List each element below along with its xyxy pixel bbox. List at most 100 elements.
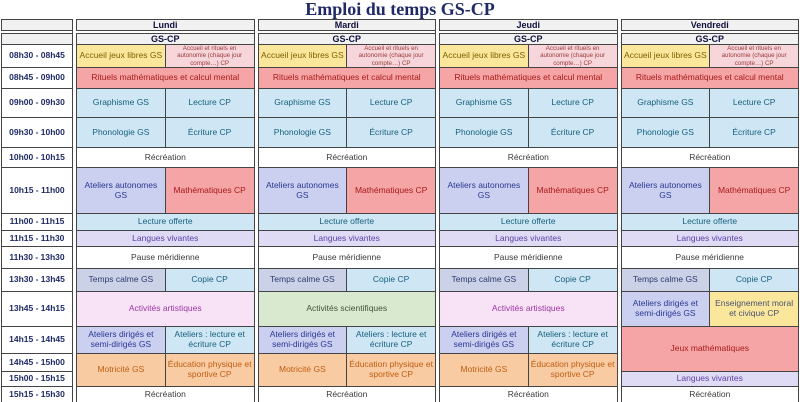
timetable-cell: Phonologie GS — [76, 117, 165, 147]
timetable-cell: Temps calme GS — [620, 268, 710, 291]
timetable: 08h30 - 08h45 08h45 - 09h00 09h00 - 09h30 0… — [0, 19, 800, 402]
day-header: Vendredi — [620, 19, 798, 31]
timetable-cell: Écriture CP — [164, 117, 254, 147]
timetable-cell: Lecture CP — [164, 88, 254, 117]
timetable-cell: Ateliers dirigés et semi-dirigés GS — [76, 326, 165, 353]
timetable-cell: Phonologie GS — [439, 117, 528, 147]
time-slot-label: 11h15 - 11h30 — [1, 230, 72, 246]
timetable-cell: Lecture offerte — [439, 213, 617, 230]
timetable-cell: Activités artistiques — [76, 291, 254, 326]
timetable-cell: Récréation — [620, 386, 798, 402]
timetable-cell: Graphisme GS — [439, 88, 528, 117]
timetable-cell: Ateliers : lecture et écriture CP — [527, 326, 617, 353]
timetable-cell: Mathématiques CP — [709, 167, 798, 213]
day-column-lundi: Lundi GS-CP Accueil jeux libres GS Accueil … — [76, 19, 255, 402]
time-slot-label: 15h15 - 15h30 — [1, 386, 72, 402]
time-slot-label: 09h30 - 10h00 — [1, 117, 72, 147]
time-column: 08h30 - 08h45 08h45 - 09h00 09h00 - 09h30 0… — [1, 19, 73, 402]
timetable-cell: Langues vivantes — [257, 230, 435, 246]
timetable-cell: Mathématiques CP — [346, 167, 435, 213]
timetable-cell: Ateliers dirigés et semi-dirigés GS — [257, 326, 347, 353]
time-slot-label: 14h15 - 14h45 — [1, 326, 72, 353]
timetable-cell: Jeux mathématiques — [620, 326, 798, 371]
timetable-cell: Temps calme GS — [439, 268, 528, 291]
timetable-cell: Écriture CP — [709, 117, 798, 147]
timetable-cell: Graphisme GS — [620, 88, 710, 117]
timetable-cell: Récréation — [76, 147, 254, 167]
day-header: Jeudi — [439, 19, 617, 31]
day-column-vendredi: Vendredi GS-CP Accueil jeux libres GS Accue… — [620, 19, 799, 402]
time-slot-label: 09h00 - 09h30 — [1, 88, 72, 117]
timetable-cell: Rituels mathématiques et calcul mental — [620, 67, 798, 88]
timetable-cell: Récréation — [439, 147, 617, 167]
timetable-cell: Lecture CP — [527, 88, 617, 117]
timetable-cell: Accueil et rituels en autonomie (chaque … — [527, 44, 617, 67]
timetable-cell: Phonologie GS — [620, 117, 710, 147]
timetable-cell: Ateliers autonomes GS — [439, 167, 528, 213]
timetable-cell: Copie CP — [709, 268, 798, 291]
timetable-cell: Activités artistiques — [439, 291, 617, 326]
time-slot-label: 08h30 - 08h45 — [1, 44, 72, 67]
timetable-cell: Rituels mathématiques et calcul mental — [76, 67, 254, 88]
time-slot-label: 11h00 - 11h15 — [1, 213, 72, 230]
timetable-cell: Récréation — [439, 386, 617, 402]
day-header: Lundi — [76, 19, 254, 31]
timetable-cell: Motricité GS — [257, 353, 347, 386]
time-slot-label: 13h30 - 13h45 — [1, 268, 72, 291]
timetable-cell: Accueil et rituels en autonomie (chaque … — [709, 44, 798, 67]
timetable-cell: Mathématiques CP — [527, 167, 617, 213]
time-slot-label: 10h00 - 10h15 — [1, 147, 72, 167]
timetable-cell: Graphisme GS — [257, 88, 347, 117]
page-title: Emploi du temps GS-CP — [305, 0, 495, 19]
timetable-cell: Langues vivantes — [620, 371, 798, 386]
timetable-cell: Temps calme GS — [257, 268, 347, 291]
time-slot-label: 15h00 - 15h15 — [1, 371, 72, 386]
timetable-cell: Ateliers autonomes GS — [76, 167, 165, 213]
timetable-cell: Éducation physique et sportive CP — [346, 353, 435, 386]
timetable-cell: Temps calme GS — [76, 268, 165, 291]
time-subheader-spacer — [1, 33, 72, 44]
timetable-cell: Langues vivantes — [76, 230, 254, 246]
time-header-spacer — [1, 19, 72, 31]
timetable-cell: Accueil et rituels en autonomie (chaque … — [346, 44, 435, 67]
timetable-cell: Ateliers : lecture et écriture CP — [164, 326, 254, 353]
timetable-cell: Rituels mathématiques et calcul mental — [439, 67, 617, 88]
timetable-cell: Récréation — [620, 147, 798, 167]
group-header: GS-CP — [620, 33, 798, 44]
timetable-cell: Récréation — [76, 386, 254, 402]
timetable-cell: Accueil jeux libres GS — [76, 44, 165, 67]
time-slot-label: 14h45 - 15h00 — [1, 353, 72, 371]
timetable-cell: Activités scientifiques — [257, 291, 435, 326]
timetable-cell: Langues vivantes — [620, 230, 798, 246]
timetable-cell: Graphisme GS — [76, 88, 165, 117]
timetable-cell: Ateliers dirigés et semi-dirigés GS — [620, 291, 710, 326]
timetable-cell: Lecture offerte — [257, 213, 435, 230]
timetable-cell: Éducation physique et sportive CP — [164, 353, 254, 386]
timetable-cell: Lecture offerte — [76, 213, 254, 230]
time-slot-label: 10h15 - 11h00 — [1, 167, 72, 213]
timetable-cell: Pause méridienne — [620, 246, 798, 268]
timetable-cell: Lecture CP — [346, 88, 435, 117]
timetable-cell: Motricité GS — [76, 353, 165, 386]
timetable-cell: Copie CP — [164, 268, 254, 291]
group-header: GS-CP — [76, 33, 254, 44]
timetable-cell: Phonologie GS — [257, 117, 347, 147]
timetable-cell: Écriture CP — [527, 117, 617, 147]
timetable-cell: Rituels mathématiques et calcul mental — [257, 67, 435, 88]
day-header: Mardi — [257, 19, 435, 31]
timetable-cell: Motricité GS — [439, 353, 528, 386]
timetable-cell: Accueil jeux libres GS — [257, 44, 347, 67]
timetable-cell: Écriture CP — [346, 117, 435, 147]
day-column-jeudi: Jeudi GS-CP Accueil jeux libres GS Accueil … — [439, 19, 618, 402]
timetable-cell: Ateliers : lecture et écriture CP — [346, 326, 435, 353]
time-slot-label: 13h45 - 14h15 — [1, 291, 72, 326]
timetable-cell: Ateliers autonomes GS — [257, 167, 347, 213]
timetable-cell: Langues vivantes — [439, 230, 617, 246]
timetable-cell: Récréation — [257, 386, 435, 402]
timetable-cell: Lecture CP — [709, 88, 798, 117]
timetable-cell: Éducation physique et sportive CP — [527, 353, 617, 386]
timetable-cell: Accueil jeux libres GS — [620, 44, 710, 67]
timetable-cell: Pause méridienne — [76, 246, 254, 268]
timetable-cell: Récréation — [257, 147, 435, 167]
